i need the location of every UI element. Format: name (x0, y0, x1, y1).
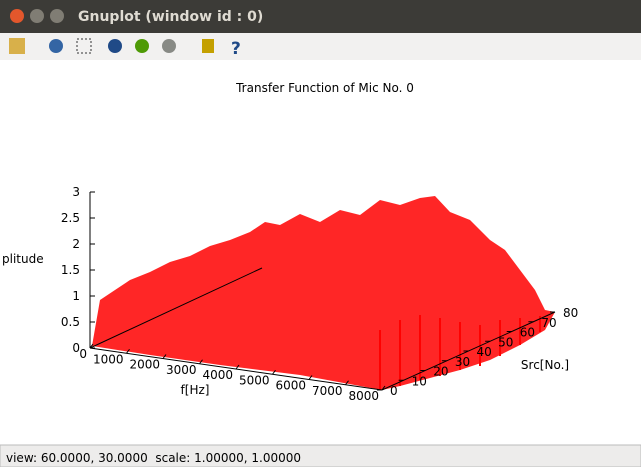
x-tick (381, 385, 386, 391)
x-tick-label: 5000 (239, 373, 270, 387)
x-tick-label: 4000 (202, 368, 233, 382)
z-axis-label: plitude (2, 252, 44, 266)
y-tick-label: 70 (541, 316, 556, 330)
surface-edge (89, 267, 263, 349)
x-tick (126, 348, 130, 354)
x-tick-label: 7000 (312, 384, 343, 398)
x-tick (162, 354, 167, 359)
zoom-next-button[interactable] (135, 39, 149, 53)
x-axis-label: f[Hz] (181, 383, 210, 397)
y-tick-label: 50 (498, 335, 513, 349)
grid-button[interactable] (76, 38, 92, 54)
x-tick (345, 380, 349, 386)
x-tick (235, 364, 240, 370)
y-axis-label: Src[No.] (521, 358, 569, 372)
copy-button[interactable] (9, 38, 25, 54)
title-bar (0, 0, 641, 33)
x-tick (199, 359, 203, 365)
window-title: Gnuplot (window id : 0) (78, 9, 263, 25)
x-tick (308, 375, 313, 380)
y-tick-label: 20 (433, 365, 448, 379)
options-button[interactable] (202, 39, 214, 53)
minimize-button[interactable] (30, 9, 44, 23)
z-tick-label: 0 (72, 341, 80, 355)
status-text: view: 60.0000, 30.0000 scale: 1.00000, 1… (6, 451, 301, 465)
zoom-prev-button[interactable] (108, 39, 122, 53)
y-tick-label: 60 (520, 326, 535, 340)
y-tick-label: 10 (412, 374, 427, 388)
z-tick-label: 2.5 (61, 211, 80, 225)
y-tick-label: 80 (563, 306, 578, 320)
z-tick-label: 2 (72, 237, 80, 251)
x-tick (272, 369, 276, 375)
z-tick-label: 1.5 (61, 263, 80, 277)
z-tick-label: 3 (72, 185, 80, 199)
x-tick-label: 0 (79, 347, 87, 361)
close-button[interactable] (10, 9, 24, 23)
help-button[interactable]: ? (231, 39, 241, 59)
y-tick-label: 40 (477, 345, 492, 359)
y-tick-label: 30 (455, 355, 470, 369)
maximize-button[interactable] (50, 9, 64, 23)
toolbar (0, 33, 641, 60)
x-tick (89, 343, 94, 349)
z-tick-label: 0.5 (61, 315, 80, 329)
x-tick-label: 8000 (348, 389, 379, 403)
unzoom-button[interactable] (162, 39, 176, 53)
plot-title: Transfer Function of Mic No. 0 (235, 81, 414, 95)
replot-button[interactable] (49, 39, 63, 53)
x-tick-label: 2000 (129, 358, 160, 372)
x-tick-label: 6000 (275, 379, 306, 393)
y-tick-label: 0 (390, 384, 398, 398)
x-tick-label: 1000 (93, 352, 124, 366)
x-tick-label: 3000 (166, 363, 197, 377)
z-tick-label: 1 (72, 289, 80, 303)
